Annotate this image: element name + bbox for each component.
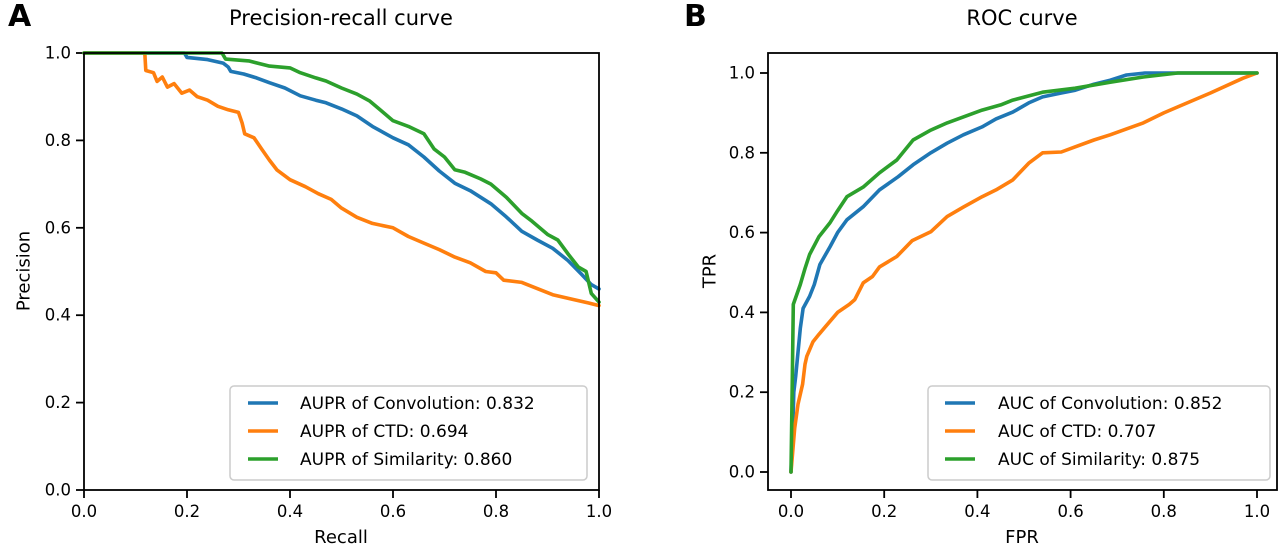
x-tick-label: 0.0	[778, 502, 804, 521]
y-tick-label: 0.2	[45, 393, 71, 412]
legend-label-ctd: AUC of CTD: 0.707	[998, 422, 1156, 442]
series-line-similarity	[82, 51, 601, 304]
x-tick-label: 1.0	[1244, 502, 1270, 521]
y-tick-label: 0.2	[729, 383, 755, 402]
y-tick-label: 0.6	[45, 218, 71, 237]
legend-label-ctd: AUPR of CTD: 0.694	[300, 422, 468, 442]
x-tick-label: 1.0	[586, 502, 612, 521]
legend-label-similarity: AUPR of Similarity: 0.860	[300, 450, 512, 470]
series-line-similarity	[789, 71, 1259, 474]
panel-b-title: ROC curve	[966, 6, 1078, 30]
x-tick-label: 0.2	[871, 502, 897, 521]
y-tick-label: 0.4	[45, 306, 71, 325]
y-tick-label: 1.0	[45, 44, 71, 63]
x-tick-label: 0.0	[71, 502, 97, 521]
panel-b-x-axis-label: FPR	[1005, 527, 1039, 548]
x-tick-label: 0.2	[174, 502, 200, 521]
legend-label-similarity: AUC of Similarity: 0.875	[998, 450, 1200, 470]
axes-frame	[767, 52, 1278, 491]
x-tick-label: 0.8	[483, 502, 509, 521]
y-tick-label: 0.8	[45, 131, 71, 150]
series-line-ctd	[82, 51, 601, 308]
panel-b-letter: B	[684, 0, 707, 34]
legend-box	[927, 385, 1271, 481]
legend-box	[229, 385, 588, 481]
series-line-ctd	[789, 71, 1259, 474]
legend-label-convolution: AUPR of Convolution: 0.832	[300, 394, 535, 414]
y-tick-label: 0.0	[45, 481, 71, 500]
x-tick-label: 0.4	[964, 502, 990, 521]
x-tick-label: 0.6	[1057, 502, 1083, 521]
series-line-convolution	[789, 71, 1259, 474]
y-tick-label: 0.4	[729, 303, 755, 322]
x-tick-label: 0.8	[1151, 502, 1177, 521]
x-tick-label: 0.6	[380, 502, 406, 521]
panel-a-title: Precision-recall curve	[229, 6, 453, 30]
axes-frame	[83, 52, 600, 491]
y-tick-label: 0.6	[729, 223, 755, 242]
y-tick-label: 0.8	[729, 143, 755, 162]
panel-a-letter: A	[8, 0, 32, 34]
x-tick-label: 0.4	[277, 502, 303, 521]
series-line-convolution	[82, 51, 601, 291]
panel-a-x-axis-label: Recall	[314, 527, 368, 548]
y-tick-label: 0.0	[729, 463, 755, 482]
legend-label-convolution: AUC of Convolution: 0.852	[998, 394, 1223, 414]
y-tick-label: 1.0	[729, 64, 755, 83]
